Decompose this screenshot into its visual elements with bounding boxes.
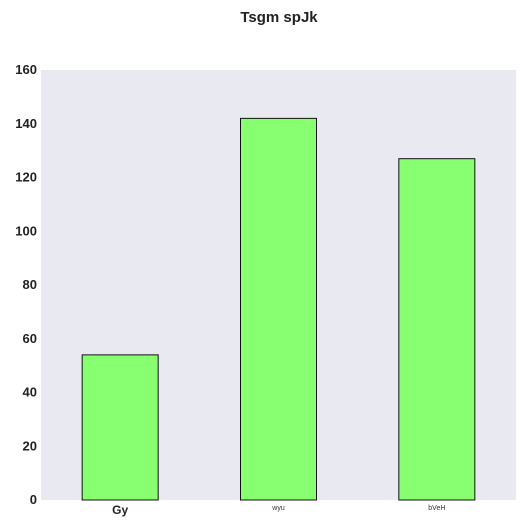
chart-title: Tsgm spJk [240,9,318,26]
y-tick-label: 20 [23,438,37,453]
bar-bVeH [398,158,476,501]
bar-series [81,117,476,501]
y-tick-label: 80 [23,277,37,292]
y-tick-label: 60 [23,331,37,346]
x-tick-label: bVeH [428,505,445,512]
bar-wyu [240,117,317,501]
y-tick-label: 40 [23,385,37,400]
y-tick-label: 0 [30,492,37,507]
x-axis: Gy wyu bVeH [112,503,445,517]
y-tick-label: 120 [15,170,37,185]
y-axis: 0 20 40 60 80 100 120 140 160 [15,62,37,507]
y-tick-label: 160 [15,62,37,77]
x-tick-label: Gy [112,503,128,517]
y-tick-label: 100 [15,223,37,238]
bar-Gy [81,354,159,501]
x-tick-label: wyu [271,505,285,512]
y-tick-label: 140 [15,116,37,131]
